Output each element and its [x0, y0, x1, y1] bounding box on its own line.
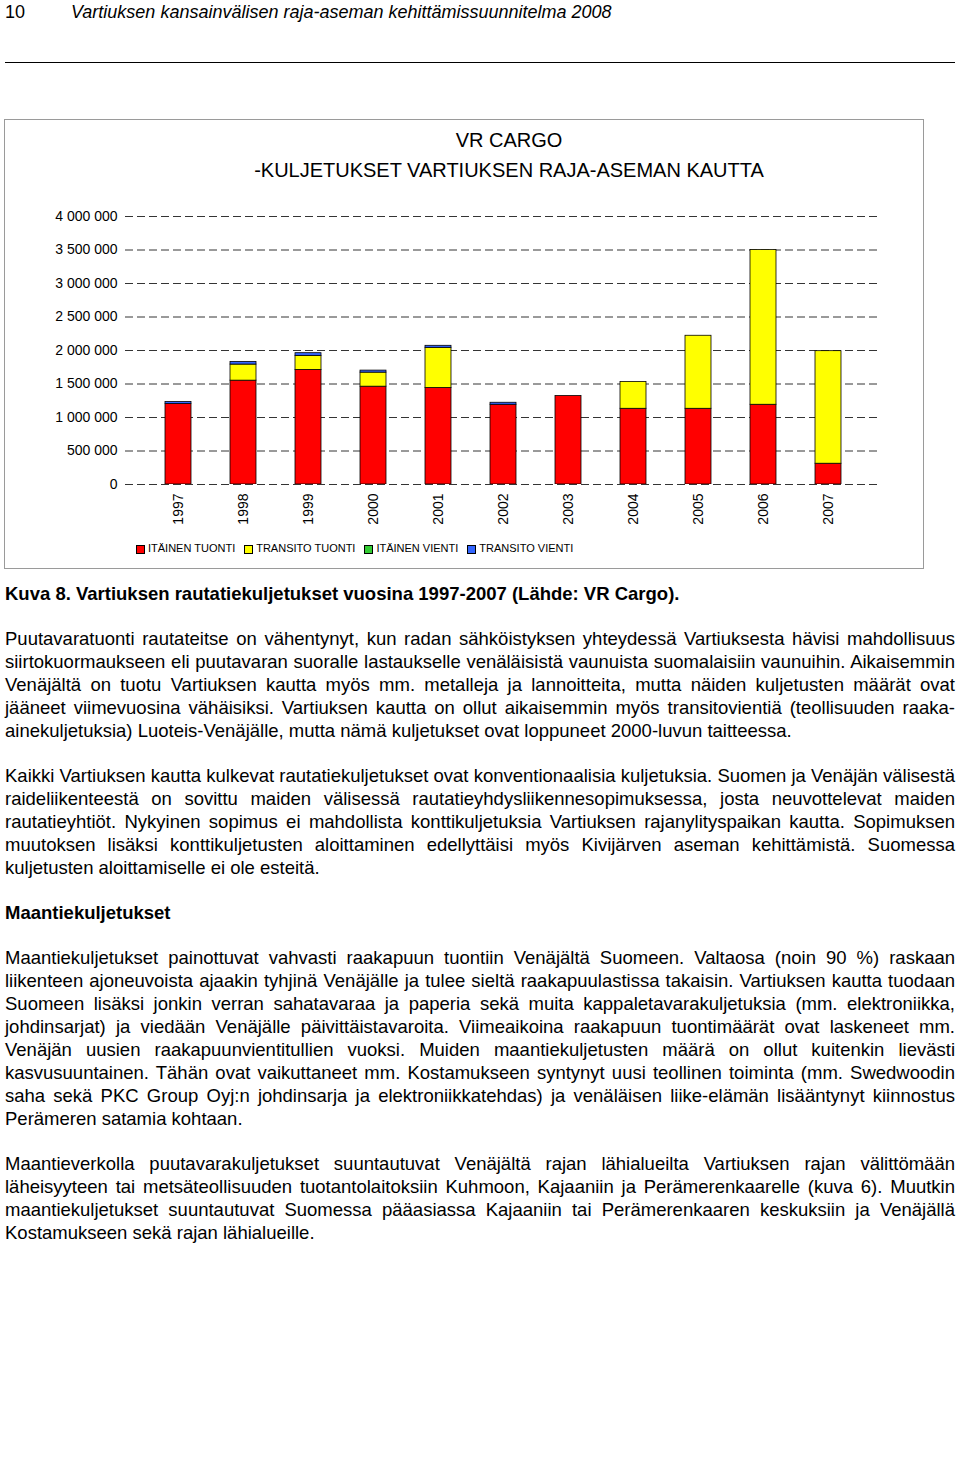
svg-text:0: 0: [110, 476, 118, 492]
html-text:Kaikki Vartiuksen kautta kulke: Kaikki Vartiuksen kautta kulkevat rautat…: [5, 765, 955, 878]
html-text:Kuva 8. Vartiuksen rautatiekul: Kuva 8. Vartiuksen rautatiekuljetukset v…: [5, 583, 680, 604]
svg-text:2003: 2003: [560, 493, 576, 524]
svg-text:2000: 2000: [365, 493, 381, 524]
svg-text:2005: 2005: [690, 493, 706, 524]
html-text:10: 10: [5, 2, 25, 22]
svg-text:3 000 000: 3 000 000: [55, 275, 117, 291]
html-text:Vartiuksen kansainvälisen raja: Vartiuksen kansainvälisen raja-aseman ke…: [71, 2, 612, 22]
html-text:Maantieverkolla puutavarakulje: Maantieverkolla puutavarakuljetukset suu…: [5, 1153, 955, 1243]
svg-text:2 000 000: 2 000 000: [55, 342, 117, 358]
svg-text:2002: 2002: [495, 493, 511, 524]
html-text:TRANSITO TUONTI: TRANSITO TUONTI: [256, 542, 356, 554]
html-text:-KULJETUKSET VARTIUKSEN RAJA-A: -KULJETUKSET VARTIUKSEN RAJA-ASEMAN KAUT…: [254, 159, 764, 181]
svg-text:500 000: 500 000: [67, 442, 118, 458]
html-text:Maantiekuljetukset: Maantiekuljetukset: [5, 902, 171, 923]
svg-text:1 000 000: 1 000 000: [55, 409, 117, 425]
svg-text:3 500 000: 3 500 000: [55, 241, 117, 257]
svg-text:4 000 000: 4 000 000: [55, 208, 117, 224]
svg-text:2006: 2006: [755, 493, 771, 524]
svg-text:2001: 2001: [430, 493, 446, 524]
svg-text:2004: 2004: [625, 493, 641, 524]
html-text:Maantiekuljetukset painottuvat: Maantiekuljetukset painottuvat vahvasti …: [5, 947, 955, 1129]
svg-text:1997: 1997: [170, 493, 186, 524]
svg-text:1999: 1999: [300, 493, 316, 524]
svg-text:2007: 2007: [820, 493, 836, 524]
svg-text:1 500 000: 1 500 000: [55, 375, 117, 391]
html-text:VR CARGO: VR CARGO: [455, 129, 563, 151]
svg-text:2 500 000: 2 500 000: [55, 308, 117, 324]
html-text:TRANSITO VIENTI: TRANSITO VIENTI: [479, 542, 574, 554]
html-text:Puutavaratuonti rautateitse on: Puutavaratuonti rautateitse on vähentyny…: [5, 628, 955, 741]
html-text:ITÄINEN VIENTI: ITÄINEN VIENTI: [376, 542, 459, 554]
html-text:ITÄINEN TUONTI: ITÄINEN TUONTI: [148, 542, 236, 554]
svg-text:1998: 1998: [235, 493, 251, 524]
